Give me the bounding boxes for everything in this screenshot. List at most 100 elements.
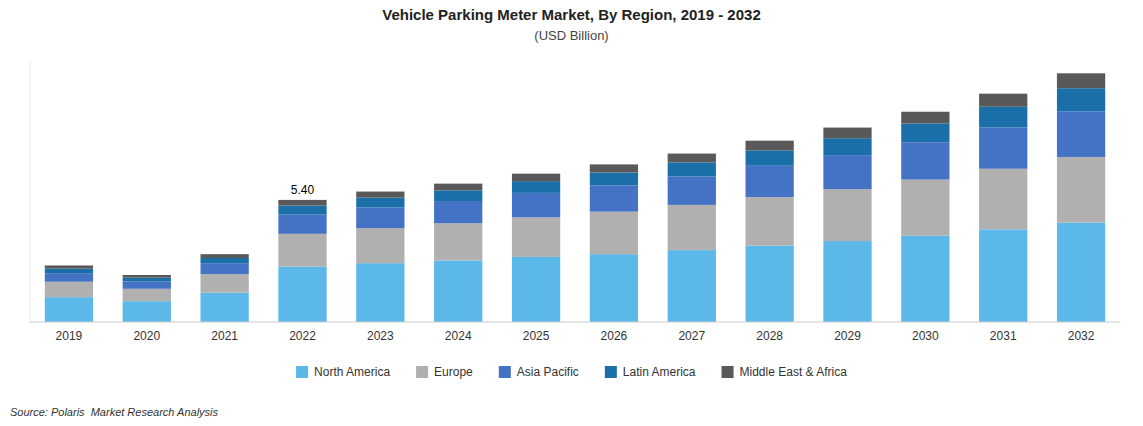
bar-segment	[45, 282, 93, 297]
chart-svg: Vehicle Parking Meter Market, By Region,…	[0, 0, 1143, 426]
bar-segment	[278, 206, 326, 215]
legend-label: Latin America	[623, 365, 696, 379]
annotation: 5.40	[291, 183, 315, 197]
x-tick-label: 2024	[445, 329, 472, 343]
bar-segment	[746, 246, 794, 322]
bar-segment	[278, 267, 326, 322]
bar-segment	[278, 200, 326, 206]
bar-segment	[434, 184, 482, 191]
bar-segment	[434, 201, 482, 223]
chart-title: Vehicle Parking Meter Market, By Region,…	[382, 6, 761, 23]
bar-segment	[45, 297, 93, 322]
x-tick-label: 2031	[990, 329, 1017, 343]
legend-swatch	[722, 366, 734, 378]
legend-label: Asia Pacific	[517, 365, 579, 379]
legend-swatch	[296, 366, 308, 378]
x-axis-line	[30, 322, 1120, 323]
bar-segment	[1057, 223, 1105, 322]
bar-segment	[356, 228, 404, 263]
legend-label: Middle East & Africa	[740, 365, 848, 379]
series-bars	[45, 73, 1105, 277]
x-tick-label: 2030	[912, 329, 939, 343]
bar-segment	[590, 164, 638, 172]
bar-segment	[901, 142, 949, 179]
bar-segment	[668, 176, 716, 204]
bar-segment	[434, 223, 482, 260]
x-tick-label: 2020	[133, 329, 160, 343]
bars	[45, 73, 1105, 322]
bar-segment	[746, 166, 794, 197]
bar-segment	[201, 254, 249, 258]
x-tick-label: 2025	[523, 329, 550, 343]
x-tick-label: 2029	[834, 329, 861, 343]
bar-segment	[278, 234, 326, 267]
bar-segment	[201, 263, 249, 274]
x-tick-label: 2023	[367, 329, 394, 343]
series-bars	[45, 111, 1105, 288]
bar-segment	[590, 212, 638, 255]
x-tick-label: 2021	[211, 329, 238, 343]
bar-segment	[746, 197, 794, 246]
bar-segment	[901, 123, 949, 142]
bar-segment	[45, 273, 93, 282]
bar-segment	[1057, 157, 1105, 223]
bar-segment	[823, 138, 871, 155]
legend-label: Europe	[434, 365, 473, 379]
bar-segment	[979, 128, 1027, 169]
y-range-line	[30, 62, 31, 322]
bar-segment	[512, 193, 560, 217]
bar-segment	[746, 141, 794, 151]
bar-segment	[1057, 88, 1105, 111]
x-tick-label: 2019	[56, 329, 83, 343]
bar-segment	[590, 185, 638, 211]
bar-segment	[668, 162, 716, 176]
bar-segment	[901, 112, 949, 124]
bar-segment	[668, 154, 716, 163]
x-tick-label: 2032	[1068, 329, 1095, 343]
bar-segment	[979, 169, 1027, 230]
bar-segment	[356, 192, 404, 198]
bar-segment	[123, 278, 171, 282]
bar-segment	[356, 198, 404, 208]
bar-segment	[901, 236, 949, 322]
bar-segment	[1057, 111, 1105, 157]
bar-segment	[979, 107, 1027, 128]
bar-segment	[356, 263, 404, 322]
source-note: Source: Polaris Market Research Analysis	[10, 406, 219, 418]
legend-label: North America	[314, 365, 390, 379]
series-bars	[45, 223, 1105, 322]
bar-segment	[434, 261, 482, 322]
bar-segment	[123, 289, 171, 301]
bar-segment	[512, 257, 560, 322]
series-bars	[45, 88, 1105, 281]
legend-swatch	[416, 366, 428, 378]
bar-segment	[512, 174, 560, 181]
x-tick-label: 2022	[289, 329, 316, 343]
bar-segment	[979, 94, 1027, 107]
bar-segment	[123, 301, 171, 322]
x-tick-label: 2028	[756, 329, 783, 343]
bar-segment	[45, 265, 93, 268]
bar-segment	[590, 173, 638, 186]
bar-segment	[823, 155, 871, 189]
bar-segment	[1057, 73, 1105, 88]
bar-segment	[512, 217, 560, 257]
bar-segment	[201, 258, 249, 263]
bar-segment	[668, 205, 716, 250]
bar-segment	[45, 269, 93, 274]
bar-segment	[823, 128, 871, 139]
bar-segment	[746, 150, 794, 165]
bar-segment	[512, 181, 560, 193]
bar-segment	[668, 250, 716, 322]
bar-segment	[823, 189, 871, 241]
bar-segment	[434, 190, 482, 201]
bar-segment	[201, 293, 249, 322]
legend-swatch	[605, 366, 617, 378]
bar-segment	[823, 241, 871, 322]
bar-segment	[356, 207, 404, 228]
bar-segment	[123, 275, 171, 278]
chart-subtitle: (USD Billion)	[534, 28, 608, 43]
bar-segment	[201, 274, 249, 293]
bar-segment	[278, 215, 326, 234]
x-tick-label: 2027	[678, 329, 705, 343]
